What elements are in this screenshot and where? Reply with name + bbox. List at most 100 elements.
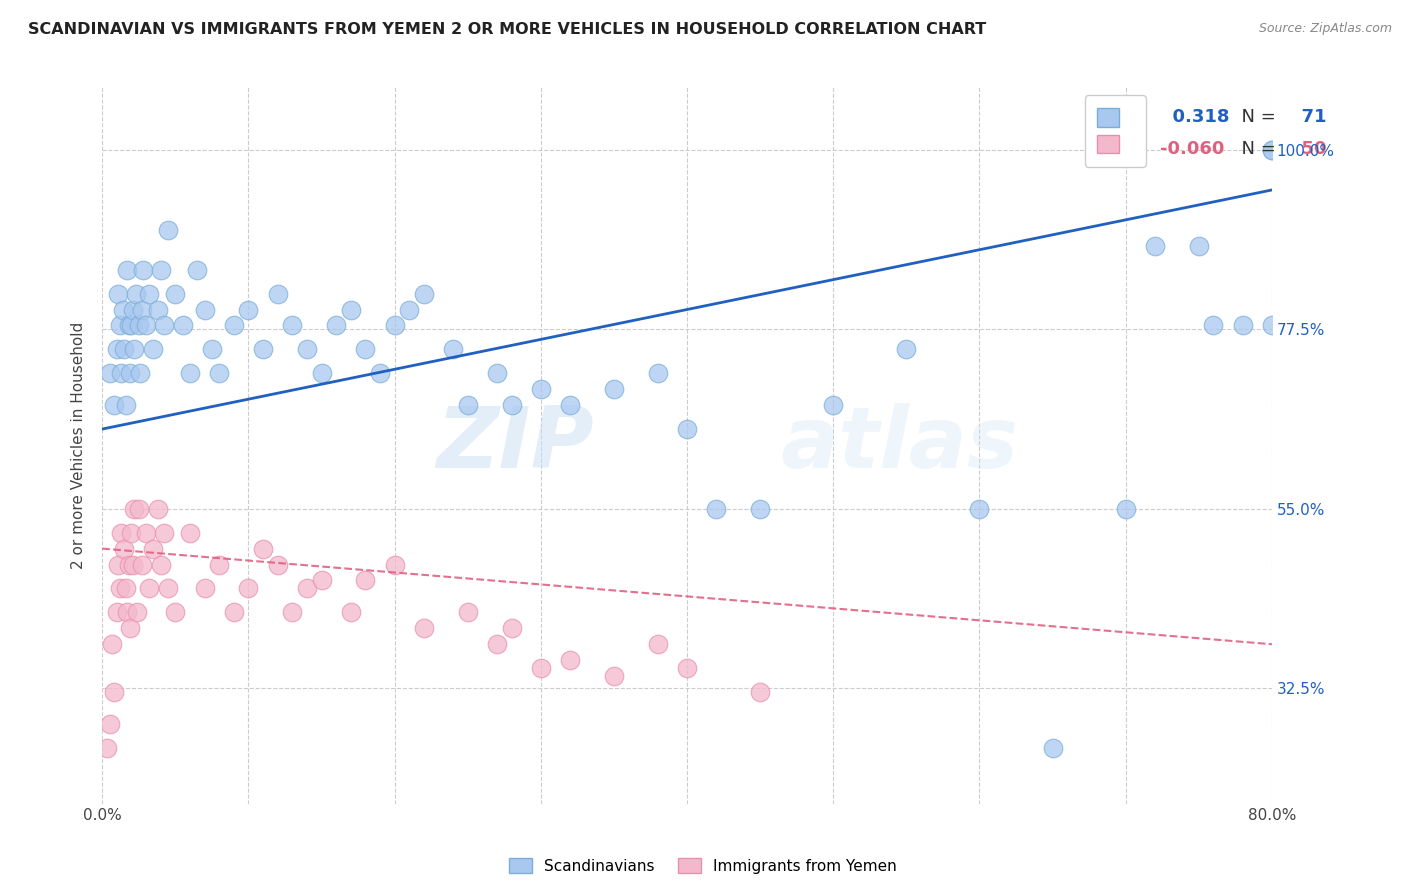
Point	[896, 343, 918, 357]
Point	[238, 582, 260, 596]
Text: SCANDINAVIAN VS IMMIGRANTS FROM YEMEN 2 OR MORE VEHICLES IN HOUSEHOLD CORRELATIO: SCANDINAVIAN VS IMMIGRANTS FROM YEMEN 2 …	[28, 22, 987, 37]
Point	[266, 286, 288, 301]
Point	[165, 286, 187, 301]
Point	[98, 366, 121, 380]
Point	[1232, 318, 1254, 333]
Point	[124, 343, 146, 357]
Point	[165, 605, 187, 619]
Point	[676, 661, 699, 675]
Point	[135, 525, 157, 540]
Point	[368, 366, 391, 380]
Point	[125, 286, 148, 301]
Point	[156, 582, 179, 596]
Point	[110, 525, 132, 540]
Point	[108, 582, 131, 596]
Point	[281, 318, 304, 333]
Point	[530, 661, 553, 675]
Point	[1261, 318, 1284, 333]
Point	[138, 582, 160, 596]
Point	[295, 343, 318, 357]
Text: N =: N =	[1230, 140, 1282, 158]
Point	[485, 366, 508, 380]
Point	[114, 582, 136, 596]
Point	[98, 717, 121, 731]
Point	[558, 398, 581, 412]
Point	[647, 637, 669, 651]
Text: 71: 71	[1289, 108, 1326, 126]
Point	[1202, 318, 1225, 333]
Point	[501, 398, 523, 412]
Point	[142, 541, 165, 556]
Point	[103, 685, 125, 699]
Point	[339, 605, 361, 619]
Point	[103, 398, 125, 412]
Point	[311, 366, 333, 380]
Point	[252, 343, 274, 357]
Point	[142, 343, 165, 357]
Point	[149, 558, 172, 572]
Point	[398, 302, 420, 317]
Point	[485, 637, 508, 651]
Point	[222, 318, 245, 333]
Point	[339, 302, 361, 317]
Point	[1261, 143, 1284, 157]
Point	[354, 574, 377, 588]
Point	[152, 318, 174, 333]
Point	[457, 605, 479, 619]
Y-axis label: 2 or more Vehicles in Household: 2 or more Vehicles in Household	[72, 321, 86, 568]
Text: N =: N =	[1230, 108, 1282, 126]
Point	[252, 541, 274, 556]
Legend: Scandinavians, Immigrants from Yemen: Scandinavians, Immigrants from Yemen	[503, 852, 903, 880]
Point	[131, 558, 153, 572]
Point	[120, 318, 142, 333]
Point	[222, 605, 245, 619]
Point	[238, 302, 260, 317]
Point	[107, 286, 129, 301]
Point	[112, 541, 135, 556]
Point	[132, 262, 155, 277]
Point	[311, 574, 333, 588]
Point	[117, 318, 139, 333]
Point	[110, 366, 132, 380]
Point	[107, 558, 129, 572]
Text: 0.318: 0.318	[1160, 108, 1230, 126]
Text: R =: R =	[1095, 108, 1135, 126]
Text: R =: R =	[1095, 140, 1135, 158]
Point	[114, 398, 136, 412]
Point	[129, 366, 152, 380]
Point	[120, 525, 142, 540]
Point	[676, 422, 699, 436]
Point	[179, 366, 201, 380]
Point	[128, 501, 150, 516]
Text: Source: ZipAtlas.com: Source: ZipAtlas.com	[1258, 22, 1392, 36]
Point	[96, 740, 118, 755]
Point	[295, 582, 318, 596]
Point	[149, 262, 172, 277]
Point	[138, 286, 160, 301]
Point	[412, 621, 434, 635]
Point	[749, 501, 772, 516]
Point	[1115, 501, 1137, 516]
Text: 50: 50	[1289, 140, 1326, 158]
Point	[384, 318, 406, 333]
Point	[501, 621, 523, 635]
Point	[266, 558, 288, 572]
Point	[558, 653, 581, 667]
Point	[208, 366, 231, 380]
Point	[115, 262, 138, 277]
Point	[105, 605, 128, 619]
Point	[122, 302, 145, 317]
Point	[457, 398, 479, 412]
Point	[127, 605, 149, 619]
Point	[749, 685, 772, 699]
Legend: , : ,	[1084, 95, 1146, 167]
Point	[112, 343, 135, 357]
Point	[179, 525, 201, 540]
Text: ZIP: ZIP	[436, 403, 593, 486]
Point	[131, 302, 153, 317]
Point	[1143, 239, 1166, 253]
Point	[118, 621, 141, 635]
Point	[111, 302, 134, 317]
Point	[122, 558, 145, 572]
Point	[1188, 239, 1211, 253]
